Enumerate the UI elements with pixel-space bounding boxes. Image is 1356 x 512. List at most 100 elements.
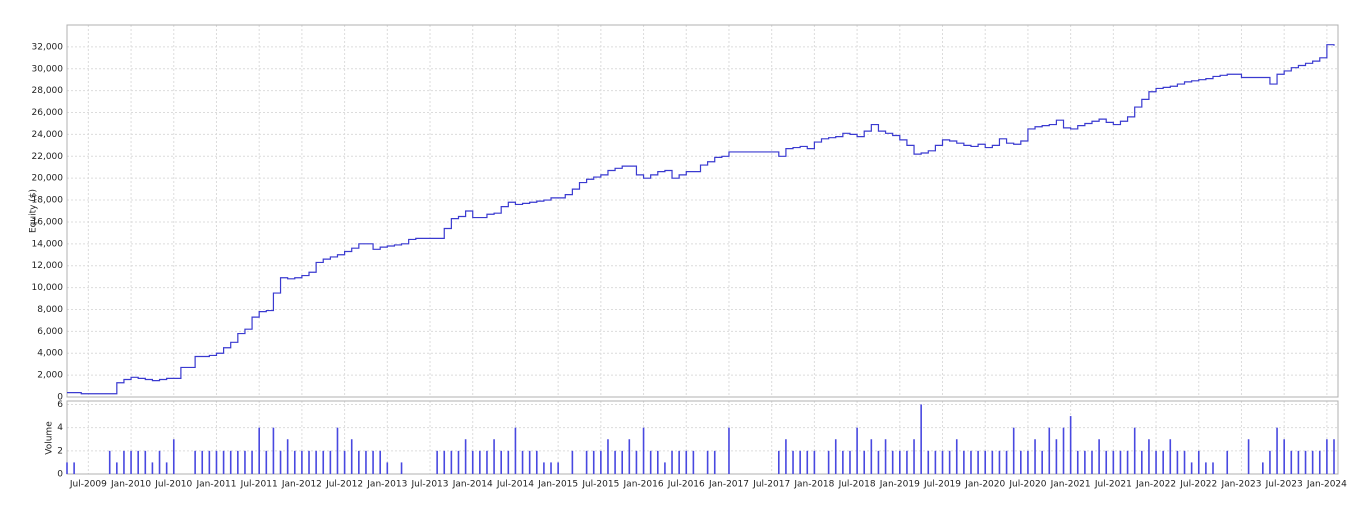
volume-bar [130, 450, 132, 474]
volume-bar [279, 450, 282, 474]
volume-bar [1304, 450, 1307, 474]
y-tick-label: 28,000 [32, 86, 64, 96]
volume-bar [322, 450, 325, 474]
volume-bar [471, 450, 474, 474]
volume-bar [1318, 450, 1321, 474]
volume-bar [671, 450, 673, 474]
y-tick-label: 6 [57, 400, 63, 410]
volume-bar [1269, 450, 1271, 474]
volume-bar [1276, 427, 1278, 474]
x-tick-label: Jul-2016 [667, 480, 705, 490]
volume-bar [1283, 439, 1285, 474]
volume-bar [642, 427, 645, 474]
y-axis-label: Equity ($) [29, 189, 39, 233]
x-tick-label: Jan-2011 [195, 480, 236, 490]
volume-bar [1020, 450, 1022, 474]
y-tick-label: 16,000 [32, 217, 64, 227]
volume-bar [870, 439, 873, 474]
volume-bar [1226, 450, 1229, 474]
volume-bar [977, 450, 979, 474]
y-tick-label: 30,000 [32, 64, 64, 74]
y-tick-label: 10,000 [32, 283, 64, 293]
volume-bar [73, 462, 75, 474]
volume-bar [849, 450, 851, 474]
volume-bar [678, 450, 680, 474]
volume-bar [265, 450, 268, 474]
volume-bar [151, 462, 154, 474]
y-tick-label: 8,000 [37, 305, 63, 315]
volume-bar [891, 450, 894, 474]
volume-bar [66, 462, 68, 474]
volume-bar [628, 439, 631, 474]
y-tick-label: 4,000 [37, 349, 63, 359]
volume-bar [585, 450, 588, 474]
volume-bar [450, 450, 453, 474]
volume-bar [813, 450, 816, 474]
volume-bar [991, 450, 994, 474]
volume-bar [1212, 462, 1214, 474]
volume-bar [379, 450, 381, 474]
volume-bar [1290, 450, 1293, 474]
volume-bar [656, 450, 659, 474]
volume-bar [507, 450, 510, 474]
volume-bar [1197, 450, 1200, 474]
volume-bar [713, 450, 716, 474]
volume-bar [664, 462, 666, 474]
volume-bar [913, 439, 915, 474]
volume-bar [194, 450, 196, 474]
y-axis-label: Volume [45, 421, 55, 455]
volume-bar [827, 450, 830, 474]
volume-bar [543, 462, 545, 474]
x-tick-label: Jan-2023 [1220, 480, 1261, 490]
volume-bar [927, 450, 930, 474]
volume-bar [400, 462, 403, 474]
volume-bar [856, 427, 858, 474]
volume-bar [984, 450, 987, 474]
volume-bar [557, 462, 559, 474]
volume-bar [1133, 427, 1136, 474]
volume-bar [443, 450, 446, 474]
x-tick-label: Jul-2013 [411, 480, 449, 490]
x-tick-label: Jul-2020 [1008, 480, 1046, 490]
x-tick-label: Jan-2021 [1050, 480, 1091, 490]
volume-bar [286, 439, 289, 474]
volume-bar [1048, 427, 1051, 474]
volume-bar [315, 450, 317, 474]
volume-bar [272, 427, 275, 474]
x-tick-label: Jul-2015 [581, 480, 619, 490]
x-tick-label: Jul-2014 [496, 480, 534, 490]
volume-bar [1262, 462, 1264, 474]
volume-bar [1041, 450, 1043, 474]
volume-bar [1119, 450, 1122, 474]
volume-bar [1091, 450, 1093, 474]
y-tick-label: 6,000 [37, 327, 63, 337]
x-tick-label: Jan-2012 [281, 480, 322, 490]
volume-bar [365, 450, 367, 474]
volume-bar [706, 450, 709, 474]
volume-bar [500, 450, 502, 474]
volume-bar [343, 450, 346, 474]
volume-bar [1190, 462, 1193, 474]
volume-bar [258, 427, 260, 474]
volume-bar [934, 450, 937, 474]
y-tick-label: 4 [57, 423, 63, 433]
volume-bar [1155, 450, 1157, 474]
volume-bar [592, 450, 595, 474]
y-tick-label: 18,000 [32, 196, 64, 206]
volume-bar [799, 450, 801, 474]
volume-bar [1084, 450, 1086, 474]
x-tick-label: Jan-2013 [366, 480, 407, 490]
volume-bar [165, 462, 168, 474]
volume-bar [550, 462, 552, 474]
volume-bar [436, 450, 438, 474]
x-tick-label: Jan-2015 [537, 480, 578, 490]
volume-bar [806, 450, 809, 474]
volume-bar [251, 450, 253, 474]
volume-bar [792, 450, 794, 474]
volume-bar [692, 450, 695, 474]
x-tick-label: Jan-2016 [623, 480, 664, 490]
volume-bar [1062, 427, 1065, 474]
x-tick-label: Jul-2018 [838, 480, 876, 490]
volume-bar [899, 450, 901, 474]
